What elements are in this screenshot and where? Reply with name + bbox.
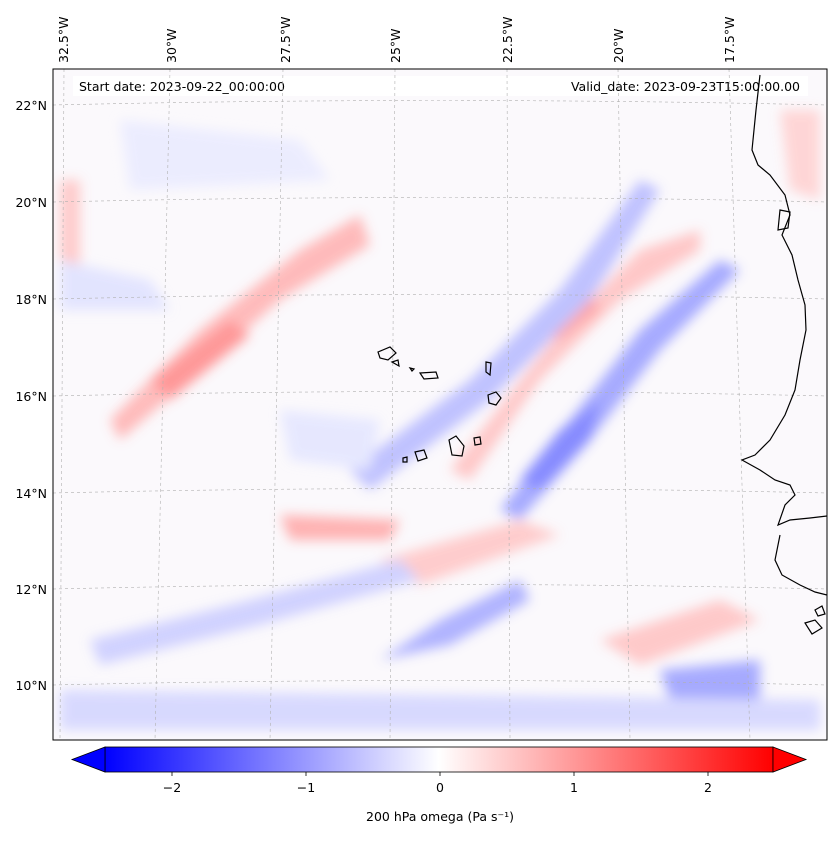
island (414, 449, 428, 462)
latitude-labels: 22°N 20°N 18°N 16°N 14°N 12°N 10°N (15, 98, 47, 693)
graticule (53, 69, 827, 740)
colorbar-extend-min (70, 746, 106, 773)
colorbar-tick-label: 1 (570, 780, 578, 795)
meridian (59, 69, 65, 740)
omega-positive-band (380, 520, 560, 585)
omega-negative-band (280, 410, 380, 470)
colorbar-label: 200 hPa omega (Pa s⁻¹) (366, 809, 514, 824)
omega-negative-band (350, 180, 660, 490)
parallel (53, 197, 827, 203)
island (485, 361, 492, 377)
omega-negative-band (90, 560, 420, 665)
start-date-text: Start date: 2023-09-22_00:00:00 (79, 79, 285, 94)
omega-negative-band (520, 400, 600, 490)
omega-positive-band (450, 230, 700, 480)
omega-positive-band (280, 515, 400, 540)
lat-label: 18°N (15, 292, 47, 307)
colorbar-tick-label: 2 (704, 780, 712, 795)
meridian (728, 69, 751, 740)
island (448, 435, 465, 457)
parallel (53, 488, 827, 494)
lon-label: 32.5°W (56, 17, 71, 63)
meridian (154, 69, 171, 740)
omega-positive-band (600, 600, 760, 665)
island (473, 436, 482, 446)
parallel (53, 100, 827, 106)
africa-coastline (740, 74, 827, 527)
island (390, 359, 400, 368)
meridian (269, 69, 284, 740)
map-frame (52, 68, 828, 741)
meridian (506, 69, 511, 740)
lon-label: 25°W (388, 28, 403, 63)
lon-label: 22.5°W (500, 17, 515, 63)
lat-label: 22°N (15, 98, 47, 113)
omega-negative-band (120, 120, 330, 190)
omega-negative-band (660, 660, 760, 700)
colorbar: −2 −1 0 1 2 200 hPa omega (Pa s⁻¹) (70, 746, 808, 824)
parallel (53, 391, 827, 397)
omega-field (60, 110, 820, 730)
colorbar-tick-label: 0 (436, 780, 444, 795)
map-panel: Start date: 2023-09-22_00:00:00 Valid_da… (52, 68, 828, 741)
island (418, 371, 439, 380)
lon-label: 30°W (164, 28, 179, 63)
lat-label: 14°N (15, 486, 47, 501)
lat-label: 16°N (15, 389, 47, 404)
colorbar-tick-label: −1 (297, 780, 315, 795)
omega-negative-band (60, 690, 820, 730)
meridian (617, 69, 631, 740)
coast-detail (777, 209, 791, 231)
cape-verde-islands (377, 346, 502, 463)
colorbar-tick-label: −2 (163, 780, 181, 795)
parallel (53, 584, 827, 590)
meridian (389, 69, 396, 740)
header-box (73, 76, 808, 96)
colorbar-extend-max (772, 746, 808, 773)
omega-positive-band (780, 110, 820, 200)
lon-label: 20°W (611, 28, 626, 63)
lat-label: 12°N (15, 582, 47, 597)
africa-coastline (774, 534, 827, 596)
lat-label: 20°N (15, 195, 47, 210)
valid-date-text: Valid_date: 2023-09-23T15:00:00.00 (571, 79, 800, 94)
lon-label: 27.5°W (278, 17, 293, 63)
island (487, 391, 502, 406)
colorbar-body (104, 746, 774, 773)
colorbar-ticks (171, 772, 709, 776)
bijagos-islands (804, 605, 826, 635)
omega-negative-band (380, 580, 530, 660)
island (402, 456, 408, 463)
lat-label: 10°N (15, 678, 47, 693)
lon-label: 17.5°W (722, 17, 737, 63)
island (408, 367, 416, 372)
parallel (53, 294, 827, 300)
island (377, 346, 397, 361)
parallel (53, 680, 827, 686)
longitude-labels: 32.5°W 30°W 27.5°W 25°W 22.5°W 20°W 17.5… (56, 17, 737, 63)
omega-positive-band (150, 320, 250, 400)
omega-negative-band (60, 260, 170, 310)
